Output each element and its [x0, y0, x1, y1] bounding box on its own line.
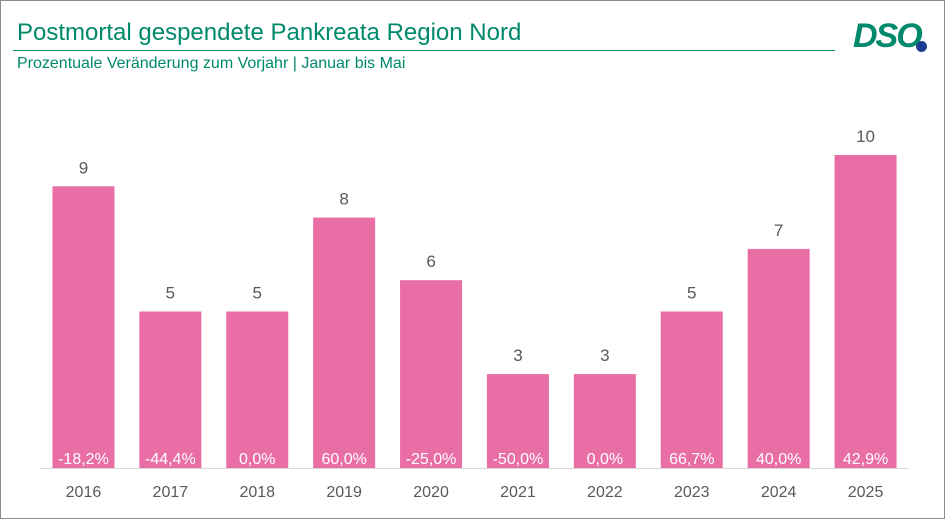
value-label-2016: 9 [79, 158, 88, 177]
x-tick-label-2022: 2022 [587, 484, 623, 501]
change-label-2025: 42,9% [843, 451, 888, 468]
x-tick-label-2017: 2017 [153, 484, 189, 501]
x-tick-label-2019: 2019 [326, 484, 362, 501]
chart-title: Postmortal gespendete Pankreata Region N… [17, 19, 522, 46]
change-label-2023: 66,7% [669, 451, 714, 468]
logo-text: DSO [853, 17, 923, 55]
change-label-2016: -18,2% [58, 451, 109, 468]
value-label-2017: 5 [166, 284, 175, 303]
logo-dot-icon [916, 41, 927, 52]
value-label-2021: 3 [513, 346, 522, 365]
x-tick-label-2024: 2024 [761, 484, 797, 501]
x-tick-label-2025: 2025 [848, 484, 884, 501]
change-label-2018: 0,0% [239, 451, 275, 468]
change-label-2021: -50,0% [493, 451, 544, 468]
bar-2024 [747, 248, 810, 468]
bar-2017 [139, 311, 202, 468]
change-label-2024: 40,0% [756, 451, 801, 468]
value-label-2023: 5 [687, 284, 696, 303]
x-tick-label-2023: 2023 [674, 484, 710, 501]
x-tick-label-2018: 2018 [239, 484, 275, 501]
x-tick-label-2021: 2021 [500, 484, 536, 501]
value-label-2020: 6 [426, 252, 435, 271]
value-label-2018: 5 [253, 284, 262, 303]
change-label-2022: 0,0% [587, 451, 623, 468]
x-tick-label-2020: 2020 [413, 484, 449, 501]
chart-subtitle: Prozentuale Veränderung zum Vorjahr | Ja… [17, 55, 406, 72]
change-label-2020: -25,0% [406, 451, 457, 468]
bar-2019 [313, 217, 376, 468]
value-label-2025: 10 [856, 127, 875, 146]
title-rule [13, 50, 835, 51]
x-tick-label-2016: 2016 [66, 484, 102, 501]
bar-2022 [573, 374, 636, 468]
bar-2023 [660, 311, 723, 468]
change-label-2019: 60,0% [321, 451, 366, 468]
bar-2025 [834, 155, 897, 468]
change-label-2017: -44,4% [145, 451, 196, 468]
value-label-2024: 7 [774, 221, 783, 240]
bar-2016 [52, 186, 115, 469]
bar-2018 [226, 311, 289, 468]
value-label-2022: 3 [600, 346, 609, 365]
value-label-2019: 8 [339, 190, 348, 209]
dso-logo: DSO [853, 17, 933, 55]
bar-2020 [400, 280, 463, 468]
bar-2021 [486, 374, 549, 468]
